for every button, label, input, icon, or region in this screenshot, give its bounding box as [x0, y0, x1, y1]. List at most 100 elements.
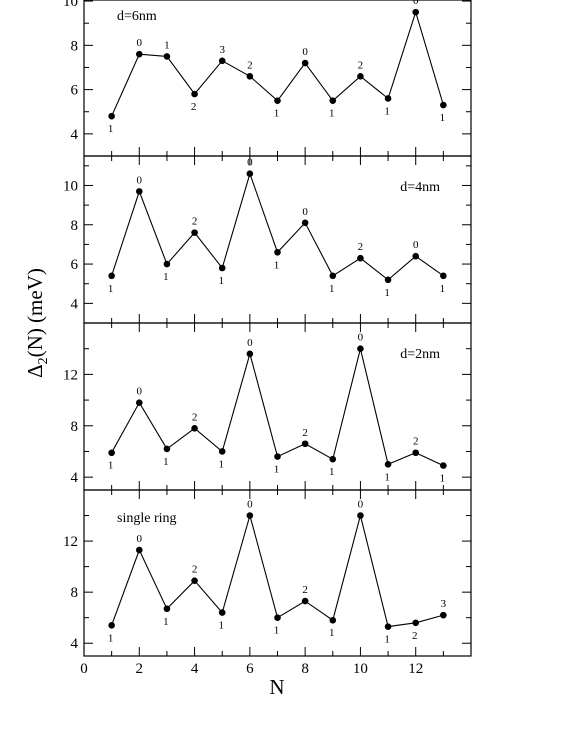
data-point: [412, 449, 420, 457]
data-point: [163, 260, 171, 268]
data-point: [301, 440, 309, 448]
point-label: 0: [413, 239, 419, 251]
y-tick-label: 6: [71, 83, 79, 99]
data-point: [357, 254, 364, 262]
point-label: 1: [384, 471, 390, 483]
point-label: 1: [163, 456, 169, 468]
point-label: 1: [218, 458, 224, 470]
point-label: 1: [440, 283, 446, 295]
y-tick-label: 12: [63, 367, 78, 383]
point-label: 1: [440, 473, 446, 485]
point-label: 0: [302, 46, 308, 58]
data-point: [301, 597, 309, 605]
data-point: [440, 101, 447, 109]
y-tick-label: 4: [71, 296, 79, 312]
x-tick-label: 0: [80, 661, 88, 677]
data-point: [329, 455, 337, 463]
data-point: [135, 546, 143, 554]
y-tick-label: 12: [63, 534, 78, 550]
point-label: 2: [192, 411, 198, 423]
point-label: 2: [302, 584, 308, 596]
point-label: 2: [192, 564, 198, 576]
y-axis-title-main: Δ: [23, 364, 47, 378]
point-label: 0: [358, 332, 364, 344]
data-point: [246, 350, 254, 358]
data-point: [191, 577, 198, 584]
y-tick-label: 10: [63, 178, 78, 194]
data-point: [384, 623, 392, 630]
data-point: [135, 50, 143, 58]
point-label: 0: [247, 337, 253, 349]
data-point: [440, 611, 447, 619]
data-point: [412, 8, 420, 16]
point-label: 1: [329, 108, 335, 120]
point-label: 1: [108, 632, 114, 644]
point-label: 3: [441, 598, 447, 610]
data-point: [412, 619, 420, 627]
point-label: 1: [384, 634, 390, 646]
point-label: 1: [108, 123, 114, 135]
point-label: 0: [137, 386, 143, 398]
point-label: 2: [412, 630, 418, 642]
series-line: [111, 348, 444, 467]
series-line: [111, 513, 444, 628]
data-point: [218, 609, 226, 616]
point-label: 1: [329, 627, 335, 639]
data-point: [191, 425, 198, 432]
y-tick-label: 8: [71, 585, 79, 601]
data-point: [357, 73, 364, 80]
y-tick-label: 8: [71, 38, 79, 54]
y-tick-label: 8: [71, 218, 79, 234]
data-point: [274, 97, 281, 104]
data-point: [440, 462, 447, 469]
data-point: [384, 276, 392, 284]
data-point: [301, 59, 309, 67]
data-point: [384, 95, 392, 102]
point-label: 0: [137, 533, 143, 545]
data-point: [218, 57, 226, 65]
point-label: 1: [108, 460, 114, 472]
point-label: 2: [302, 427, 308, 439]
data-point: [108, 622, 115, 629]
x-tick-label: 6: [246, 661, 254, 677]
panel-label: single ring: [117, 511, 177, 526]
point-label: 1: [218, 620, 224, 632]
x-tick-label: 4: [191, 661, 199, 677]
data-point: [246, 73, 254, 80]
point-label: 1: [164, 39, 170, 51]
point-label: 0: [413, 0, 419, 7]
y-axis-title: Δ2(N) (meV): [23, 268, 51, 378]
x-axis-title: N: [269, 675, 284, 699]
point-label: 2: [247, 59, 253, 71]
data-point: [329, 272, 337, 280]
point-label: 0: [247, 157, 253, 169]
point-label: 1: [274, 259, 280, 271]
point-label: 3: [219, 44, 225, 56]
data-point: [329, 97, 337, 104]
data-point: [108, 112, 115, 120]
data-point: [218, 264, 226, 272]
point-label: 1: [163, 271, 169, 283]
data-point: [108, 449, 115, 457]
x-tick-label: 10: [353, 661, 368, 677]
data-point: [163, 445, 171, 453]
data-point: [274, 453, 281, 460]
panel-label: d=2nm: [400, 347, 440, 362]
point-label: 1: [329, 283, 335, 295]
data-point: [329, 616, 337, 624]
data-point: [191, 90, 198, 98]
x-axis: 0 2 4 6 8 10 12: [80, 661, 423, 677]
data-point: [357, 345, 364, 352]
point-label: 1: [329, 466, 335, 478]
data-point: [135, 188, 143, 195]
point-label: 1: [440, 112, 446, 124]
point-label: 1: [274, 625, 280, 637]
data-point: [135, 399, 143, 406]
point-label: 0: [137, 37, 143, 49]
data-point: [246, 170, 254, 177]
x-tick-label: 2: [136, 661, 144, 677]
point-label: 2: [191, 101, 197, 113]
